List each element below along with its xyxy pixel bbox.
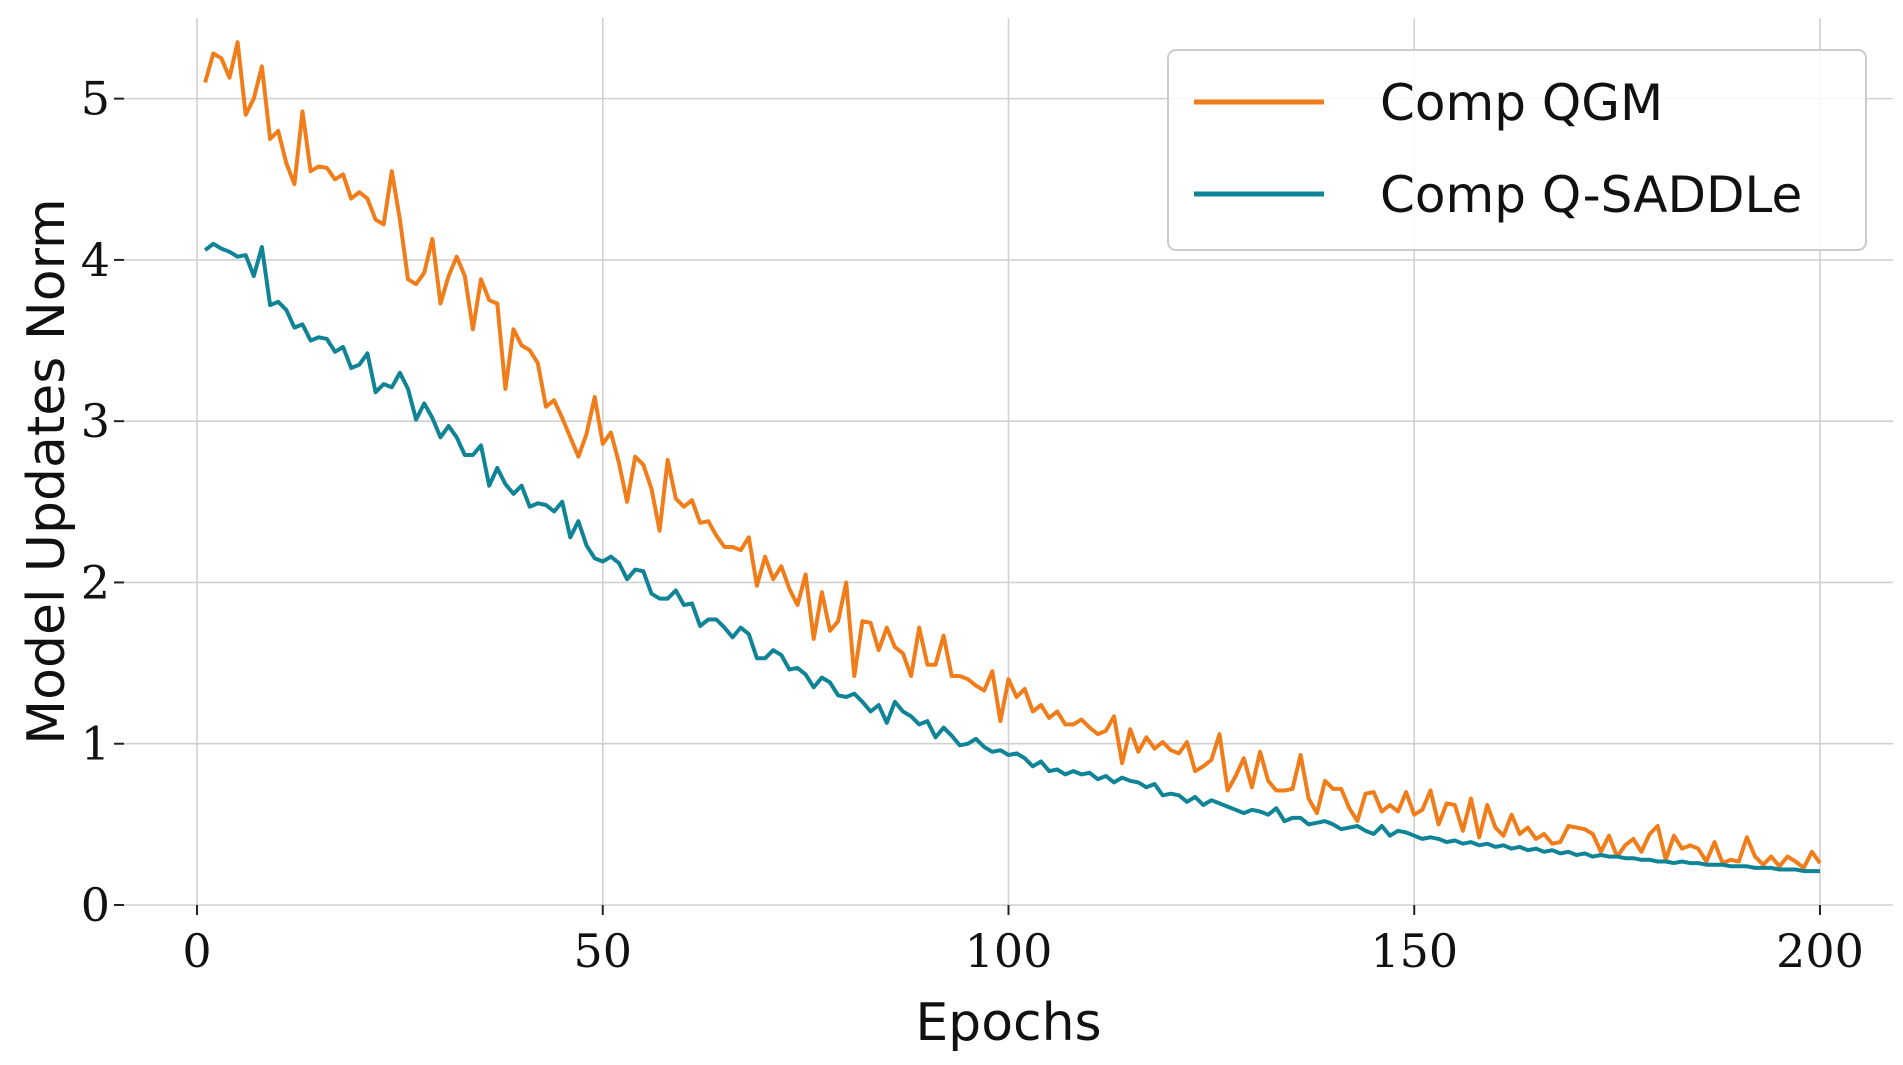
y-tick-label: 4 — [81, 233, 110, 287]
y-tick-label: 0 — [81, 878, 110, 932]
x-tick-label: 0 — [182, 924, 211, 978]
x-axis-title: Epochs — [915, 993, 1101, 1053]
y-tick-label: 1 — [81, 717, 110, 771]
x-tick-label: 50 — [573, 924, 632, 978]
y-tick-label: 3 — [81, 394, 110, 448]
legend: Comp QGM Comp Q-SADDLe — [1167, 49, 1867, 251]
series-line-comp-q-saddle — [203, 241, 1820, 874]
series-line-comp-qgm — [203, 40, 1822, 870]
x-tick-label: 100 — [965, 924, 1053, 978]
x-tick-label: 200 — [1776, 924, 1864, 978]
series-lines — [203, 40, 1822, 874]
y-tick-label: 5 — [81, 72, 110, 126]
x-tick-label: 150 — [1370, 924, 1458, 978]
legend-box — [1167, 49, 1867, 251]
legend-label: Comp Q-SADDLe — [1380, 166, 1802, 224]
y-axis-title: Model Updates Norm — [17, 198, 77, 744]
legend-label: Comp QGM — [1380, 74, 1663, 132]
y-tick-label: 2 — [81, 555, 110, 609]
